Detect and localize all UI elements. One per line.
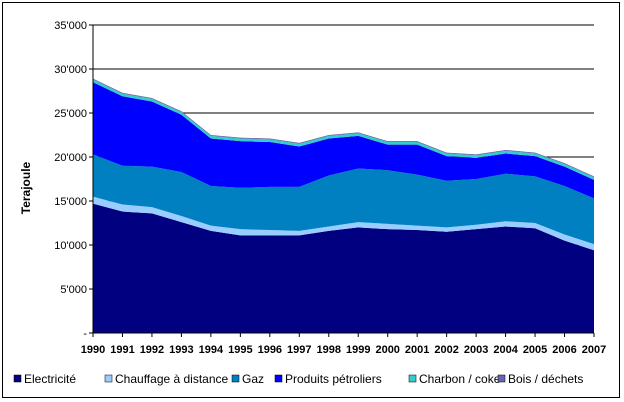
x-tick-label: 2001	[405, 344, 429, 356]
x-tick-label: 1991	[110, 344, 134, 356]
x-tick-label: 2005	[523, 344, 547, 356]
area-series	[93, 82, 594, 199]
x-tick-label: 1992	[140, 344, 164, 356]
legend-swatch	[497, 374, 506, 383]
y-tick-label: 35'000	[54, 20, 87, 32]
legend-label: Bois / déchets	[508, 372, 583, 386]
x-tick-label: 1998	[317, 344, 341, 356]
legend-label: Electricité	[24, 372, 76, 386]
y-tick-labels: - 5'000 10'000 15'000 20'000 25'000 30'000 35'0…	[54, 20, 87, 340]
x-tick-label: 1995	[228, 344, 252, 356]
y-tick-label: 10'000	[54, 240, 87, 252]
legend: Electricité Chauffage à distance Gaz Produi…	[13, 372, 583, 386]
x-tick-label: 1999	[346, 344, 370, 356]
x-tick-label: 2002	[434, 344, 458, 356]
y-tick-label: 5'000	[60, 284, 87, 296]
legend-swatch	[13, 374, 22, 383]
legend-item: Bois / déchets	[497, 372, 583, 386]
y-tick-label: 30'000	[54, 64, 87, 76]
legend-item: Charbon / coke	[408, 372, 501, 386]
area-layer	[93, 78, 594, 333]
x-tick-label: 1990	[81, 344, 105, 356]
y-tick-label: 20'000	[54, 152, 87, 164]
legend-swatch	[274, 374, 283, 383]
x-tick-labels: 1990 1991 1992 1993 1994 1995 1996 1997 1998 1999…	[81, 344, 606, 356]
legend-label: Chauffage à distance	[115, 372, 229, 386]
legend-item: Electricité	[13, 372, 76, 386]
legend-swatch	[104, 374, 113, 383]
area-series	[93, 154, 594, 245]
x-tick-label: 1993	[169, 344, 193, 356]
legend-item: Chauffage à distance	[104, 372, 229, 386]
legend-label: Charbon / coke	[419, 372, 501, 386]
y-tick-label: 25'000	[54, 108, 87, 120]
legend-swatch	[231, 374, 240, 383]
legend-item: Produits pétroliers	[274, 372, 382, 386]
x-tick-label: 1994	[199, 344, 224, 356]
x-tick-label: 2006	[552, 344, 576, 356]
x-tick-label: 1997	[287, 344, 311, 356]
legend-label: Gaz	[242, 372, 264, 386]
x-tick-label: 2000	[375, 344, 399, 356]
area-series	[93, 196, 594, 251]
axis-layer	[89, 24, 595, 337]
y-axis-title: Terajoule	[19, 161, 33, 214]
area-series	[93, 203, 594, 333]
legend-item: Gaz	[231, 372, 264, 386]
x-tick-label: 2007	[582, 344, 606, 356]
legend-label: Produits pétroliers	[285, 372, 382, 386]
x-tick-label: 2004	[493, 344, 518, 356]
y-tick-label: 15'000	[54, 196, 87, 208]
y-tick-label: -	[83, 328, 87, 340]
x-tick-label: 2003	[464, 344, 488, 356]
legend-swatch	[408, 374, 417, 383]
x-tick-label: 1996	[258, 344, 282, 356]
